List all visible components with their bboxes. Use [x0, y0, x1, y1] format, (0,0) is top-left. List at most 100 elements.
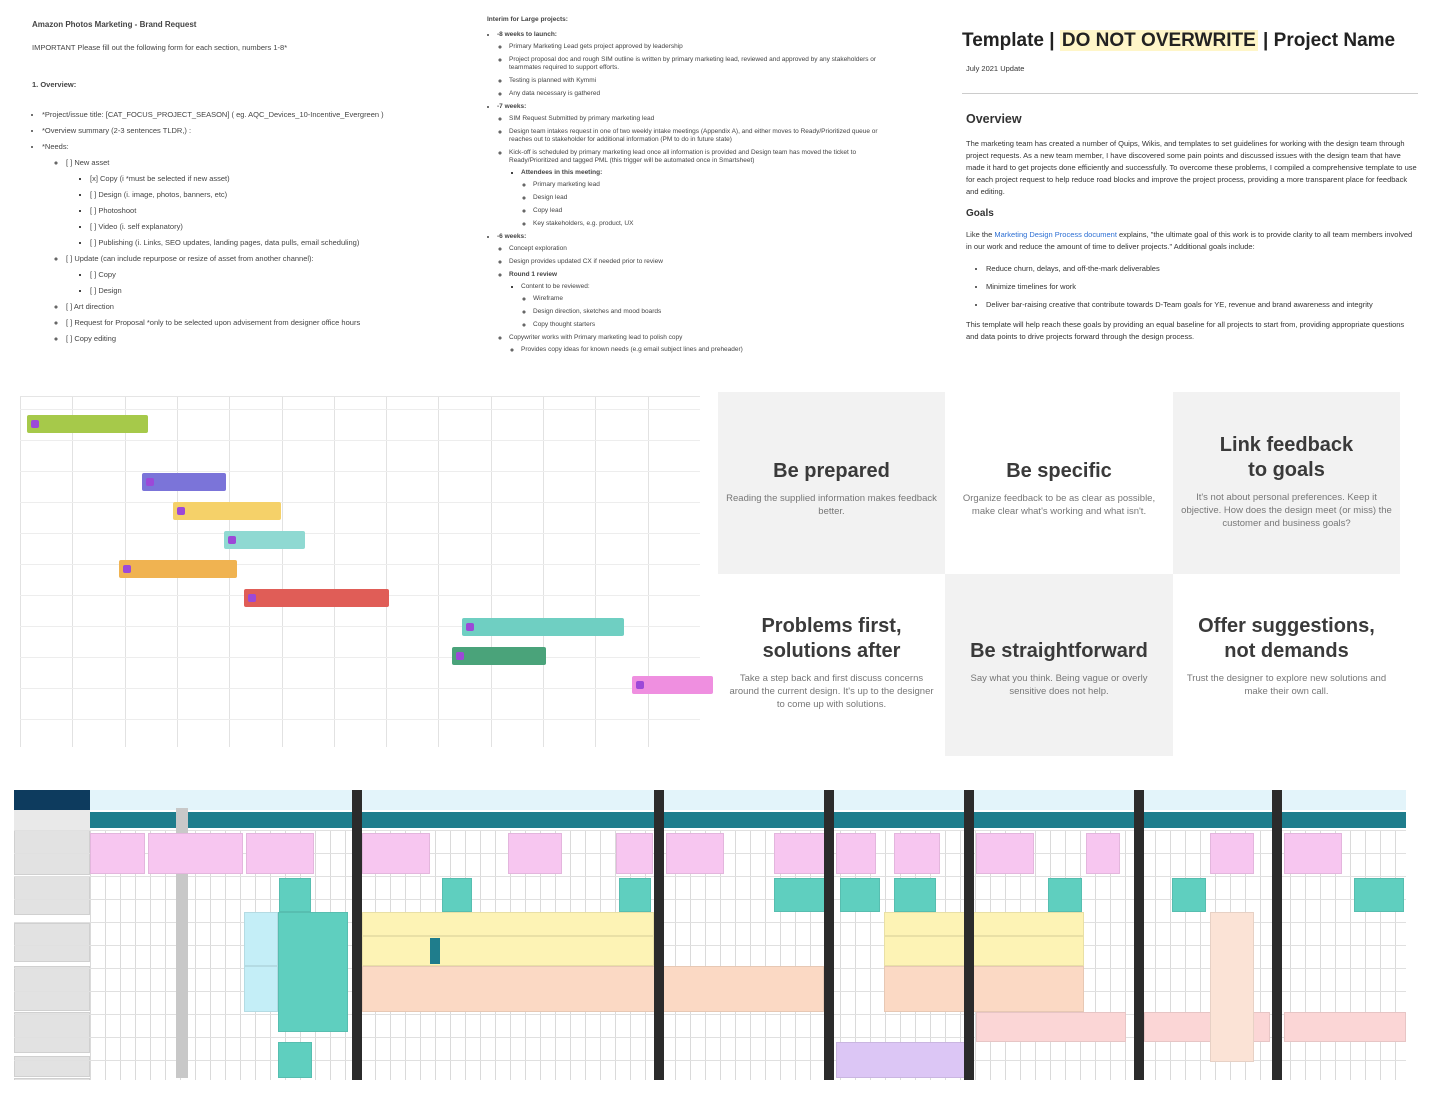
grid-line: [1170, 830, 1171, 1080]
checkbox-item[interactable]: [ ] Photoshoot: [90, 207, 468, 215]
doc-title: Amazon Photos Marketing - Brand Request: [32, 20, 197, 29]
gantt-task-bar[interactable]: [173, 502, 281, 520]
template-doc: Template | DO NOT OVERWRITE | Project Na…: [962, 30, 1418, 360]
sprint-divider: [824, 790, 834, 1080]
brand-request-doc: Amazon Photos Marketing - Brand Request …: [28, 14, 468, 359]
week-7-label: -7 weeks:: [497, 103, 527, 110]
gantt-task-bar[interactable]: [142, 473, 226, 491]
copy-bar: [884, 912, 1084, 936]
checkbox-item[interactable]: [ ] Video (i. self explanatory): [90, 223, 468, 231]
week-6-label: -6 weeks:: [497, 233, 527, 240]
gantt-task-bar[interactable]: [119, 560, 237, 578]
checkbox-item[interactable]: [x] Copy (i *must be selected if new ass…: [90, 175, 468, 183]
list-item: Kick-off is scheduled by primary marketi…: [509, 149, 885, 228]
checkbox-item[interactable]: [ ] Art direction: [66, 303, 468, 311]
task-block: [1284, 1012, 1406, 1042]
goals-paragraph: Like the Marketing Design Process docume…: [966, 229, 1418, 253]
grid-line: [225, 830, 226, 1080]
grid-line: [240, 830, 241, 1080]
card-title: Be prepared: [773, 460, 890, 482]
checkbox-item[interactable]: [ ] Request for Proposal *only to be sel…: [66, 319, 468, 327]
grid-line: [1095, 830, 1096, 1080]
goals-list: Reduce churn, delays, and off-the-mark d…: [962, 263, 1418, 311]
feedback-card: Be straightforward Say what you think. B…: [945, 574, 1173, 756]
task-block: [894, 833, 940, 874]
list-item: Project proposal doc and rough SIM outli…: [509, 56, 885, 72]
list-item: Design direction, sketches and mood boar…: [533, 308, 885, 316]
task-block: [1354, 878, 1404, 912]
grid-line: [840, 830, 841, 1080]
list-item: Copy thought starters: [533, 321, 885, 329]
checkbox-item[interactable]: [ ] Design (i. image, photos, banners, e…: [90, 191, 468, 199]
task-block: [836, 833, 876, 874]
checkbox-item[interactable]: [ ] Publishing (i. Links, SEO updates, l…: [90, 239, 468, 247]
card-title: Be specific: [1006, 460, 1112, 482]
design-bar: [884, 966, 1084, 1012]
checkbox-item[interactable]: [ ] New asset: [66, 159, 468, 167]
grid-line: [690, 830, 691, 1080]
task-block: [894, 878, 936, 912]
checkbox-item[interactable]: [ ] Copy editing: [66, 335, 468, 343]
row-label: [14, 876, 90, 915]
list-item: Concept exploration: [509, 245, 885, 253]
row-label: [14, 1012, 90, 1053]
list-item: *Project/issue title: [CAT_FOCUS_PROJECT…: [42, 111, 468, 119]
row-label: [14, 810, 90, 830]
grid-line: [14, 1037, 1406, 1038]
gantt-task-bar[interactable]: [462, 618, 624, 636]
grid-line: [1110, 830, 1111, 1080]
process-doc-link[interactable]: Marketing Design Process document: [994, 230, 1117, 239]
task-block: [976, 1012, 1126, 1042]
task-block: [278, 1042, 312, 1078]
grid-line: [1350, 830, 1351, 1080]
grid-line: [1320, 830, 1321, 1080]
sprint-divider: [1272, 790, 1282, 1080]
interim-timeline-doc: Interim for Large projects: -8 weeks to …: [485, 12, 885, 369]
task-block: [1172, 878, 1206, 912]
grid-line: [210, 830, 211, 1080]
week-7-heading: -7 weeks: SIM Request Submitted by prima…: [497, 103, 885, 228]
list-item-text: Kick-off is scheduled by primary marketi…: [509, 149, 857, 164]
overview-list: *Project/issue title: [CAT_FOCUS_PROJECT…: [28, 111, 468, 343]
grid-line: [14, 1014, 1406, 1015]
list-item: SIM Request Submitted by primary marketi…: [509, 115, 885, 123]
grid-line: [855, 830, 856, 1080]
list-item: Content to be reviewed: Wireframe Design…: [521, 283, 885, 329]
grid-line: [14, 899, 1406, 900]
list-item: Copy lead: [533, 207, 885, 215]
copy-bar: [362, 912, 654, 936]
template-title: Template | DO NOT OVERWRITE | Project Na…: [962, 30, 1418, 52]
grid-line: [720, 830, 721, 1080]
list-item: Primary marketing lead: [533, 181, 885, 189]
title-highlight: DO NOT OVERWRITE: [1059, 30, 1258, 51]
grid-line: [1380, 830, 1381, 1080]
gantt-task-bar[interactable]: [27, 415, 148, 433]
gantt-task-bar[interactable]: [224, 531, 305, 549]
feedback-card: Problems first, solutions after Take a s…: [718, 574, 945, 756]
sprint-divider: [654, 790, 664, 1080]
goals-heading: Goals: [966, 208, 994, 219]
list-item: Design provides updated CX if needed pri…: [509, 258, 885, 266]
grid-line: [14, 1060, 1406, 1061]
row-label: [14, 923, 90, 962]
card-title: Be straightforward: [970, 640, 1148, 662]
task-block: [362, 833, 430, 874]
task-block: [1284, 833, 1342, 874]
grid-line: [195, 830, 196, 1080]
checkbox-item[interactable]: [ ] Design: [90, 287, 468, 295]
checkbox-item[interactable]: [ ] Update (can include repurpose or res…: [66, 255, 468, 263]
grid-line: [1125, 830, 1126, 1080]
checkbox-item[interactable]: [ ] Copy: [90, 271, 468, 279]
task-block: [1210, 912, 1254, 1062]
overview-paragraph: The marketing team has created a number …: [966, 139, 1417, 196]
gantt-task-bar[interactable]: [244, 589, 389, 607]
gantt-task-bar[interactable]: [632, 676, 713, 694]
list-item: *Needs: [ ] New asset [x] Copy (i *must …: [42, 143, 468, 343]
row-label: [14, 966, 90, 1011]
gantt-task-bar[interactable]: [452, 647, 546, 665]
task-block: [840, 878, 880, 912]
task-block: [279, 878, 311, 912]
section-heading: 1. Overview:: [32, 80, 77, 89]
week-8-label: -8 weeks to launch:: [497, 31, 557, 38]
interim-heading: Interim for Large projects:: [487, 16, 568, 23]
